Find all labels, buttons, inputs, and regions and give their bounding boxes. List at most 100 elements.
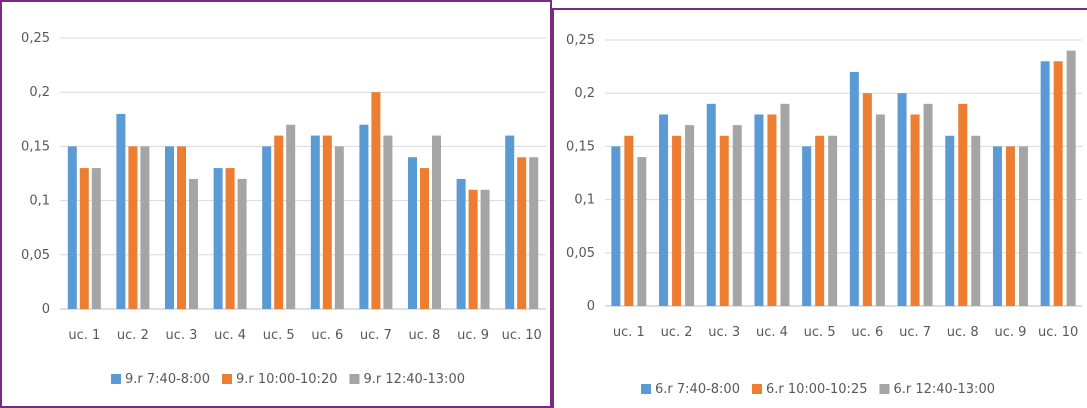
y-tick-label: 0 xyxy=(587,299,595,314)
bar xyxy=(945,135,955,306)
x-tick-label: uc. 5 xyxy=(263,328,295,343)
bar xyxy=(992,146,1002,306)
bar xyxy=(128,146,138,309)
legend: 6.r 7:40-8:00 6.r 10:00-10:25 6.r 12:40-13… xyxy=(641,382,995,397)
bar xyxy=(1053,61,1063,306)
bar xyxy=(875,114,885,306)
bar xyxy=(140,146,150,309)
x-tick-label: uc. 7 xyxy=(899,325,931,340)
bar xyxy=(1005,146,1015,306)
bar-chart-right: 0 0,05 0,1 0,15 0,2 0,25 uc. 1 uc. 2 uc. 3 uc. 4 u… xyxy=(566,33,1082,397)
legend-label: 6.r 12:40-13:00 xyxy=(893,382,995,397)
bar xyxy=(177,146,186,309)
x-tick-label: uc. 4 xyxy=(756,325,788,340)
y-tick-label: 0,25 xyxy=(566,33,595,48)
y-tick-label: 0,2 xyxy=(574,86,595,101)
y-tick-label: 0,05 xyxy=(21,248,50,263)
bar xyxy=(672,135,682,306)
bar xyxy=(529,157,539,309)
y-tick-label: 0 xyxy=(42,302,50,317)
bar xyxy=(468,189,478,309)
bar xyxy=(322,135,332,309)
bar xyxy=(1040,61,1050,306)
bar xyxy=(189,178,198,309)
bar xyxy=(685,125,695,307)
chart-panel-left: 0 0,05 0,1 0,15 0,2 0,25 uc. 1 uc. 2 uc. 3 uc. 4 u… xyxy=(0,0,552,408)
legend-label: 6.r 10:00-10:25 xyxy=(766,382,868,397)
bar xyxy=(505,135,515,309)
bar xyxy=(611,146,621,306)
legend-swatch xyxy=(111,374,122,384)
bar xyxy=(923,103,933,306)
bar xyxy=(517,157,527,309)
bar xyxy=(815,135,825,306)
legend-swatch xyxy=(349,374,360,384)
x-tick-label: uc. 2 xyxy=(661,325,693,340)
bar xyxy=(637,157,647,306)
bar xyxy=(659,114,669,306)
legend-swatch xyxy=(751,384,762,394)
bar xyxy=(910,114,920,306)
y-tick-label: 0,15 xyxy=(566,139,595,154)
bar xyxy=(91,168,101,309)
bar xyxy=(971,135,981,306)
y-tick-label: 0,1 xyxy=(29,194,50,209)
legend-swatch xyxy=(879,384,890,394)
x-tick-label: uc. 3 xyxy=(166,328,198,343)
x-tick-label: uc. 8 xyxy=(947,325,979,340)
bar xyxy=(408,157,417,309)
legend: 9.r 7:40-8:00 9.r 10:00-10:20 9.r 12:40-13… xyxy=(111,372,465,387)
bar xyxy=(706,103,716,306)
bar xyxy=(383,135,393,309)
x-tick-label: uc. 1 xyxy=(613,325,645,340)
legend-label: 9.r 10:00-10:20 xyxy=(236,372,338,387)
bar xyxy=(432,135,441,309)
bar xyxy=(359,124,369,309)
x-tick-label: uc. 9 xyxy=(457,328,489,343)
bar xyxy=(802,146,812,306)
bar xyxy=(1018,146,1028,306)
bar xyxy=(213,168,223,309)
bar xyxy=(420,168,429,309)
y-tick-label: 0,1 xyxy=(574,193,595,208)
legend-label: 6.r 7:40-8:00 xyxy=(655,382,740,397)
bar xyxy=(371,92,381,309)
bar xyxy=(732,125,742,307)
y-tick-label: 0,25 xyxy=(21,31,50,46)
bar xyxy=(897,93,907,306)
x-tick-label: uc. 7 xyxy=(360,328,392,343)
bar xyxy=(754,114,764,306)
bar xyxy=(225,168,235,309)
bar xyxy=(79,168,89,309)
x-tick-label: uc. 10 xyxy=(502,328,542,343)
bar xyxy=(958,103,968,306)
legend-label: 9.r 12:40-13:00 xyxy=(363,372,465,387)
y-tick-label: 0,2 xyxy=(29,85,50,100)
x-tick-label: uc. 8 xyxy=(409,328,441,343)
bar xyxy=(456,178,466,309)
legend-swatch xyxy=(221,374,232,384)
y-tick-label: 0,15 xyxy=(21,139,50,154)
bar xyxy=(67,146,77,309)
bar xyxy=(849,71,859,306)
x-tick-label: uc. 2 xyxy=(117,328,149,343)
bar xyxy=(862,93,872,306)
bar xyxy=(828,135,838,306)
legend-swatch xyxy=(641,384,652,394)
bar xyxy=(116,113,126,309)
bar xyxy=(165,146,174,309)
x-tick-label: uc. 10 xyxy=(1038,325,1078,340)
bar xyxy=(767,114,777,306)
x-tick-label: uc. 4 xyxy=(214,328,246,343)
bar xyxy=(237,178,247,309)
bar xyxy=(286,124,296,309)
x-tick-label: uc. 5 xyxy=(804,325,836,340)
x-tick-label: uc. 1 xyxy=(68,328,100,343)
bar xyxy=(719,135,729,306)
bar xyxy=(1066,50,1076,306)
x-tick-label: uc. 9 xyxy=(994,325,1026,340)
bar-chart-left: 0 0,05 0,1 0,15 0,2 0,25 uc. 1 uc. 2 uc. 3 uc. 4 u… xyxy=(21,31,546,387)
bar xyxy=(310,135,320,309)
x-tick-label: uc. 3 xyxy=(708,325,740,340)
x-tick-label: uc. 6 xyxy=(851,325,883,340)
